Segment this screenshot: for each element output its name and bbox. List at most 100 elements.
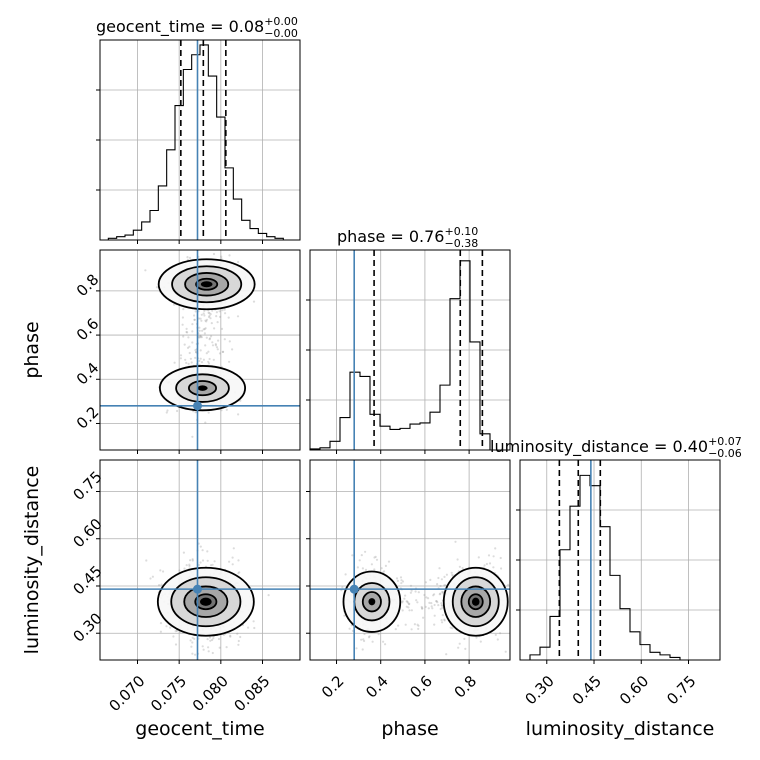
- sample-point: [194, 310, 197, 313]
- sample-point: [228, 340, 231, 343]
- sample-point: [458, 642, 461, 645]
- sample-point: [417, 627, 420, 631]
- sample-point: [205, 352, 208, 355]
- sample-point: [183, 567, 186, 570]
- sample-point: [443, 619, 446, 622]
- sample-point: [199, 545, 202, 548]
- sample-point: [433, 614, 436, 617]
- sample-point: [188, 564, 191, 568]
- sample-point: [492, 555, 495, 558]
- sample-point: [191, 558, 194, 561]
- sample-point: [194, 349, 197, 352]
- contour-line: [175, 373, 230, 403]
- sample-point: [380, 567, 383, 570]
- sample-point: [223, 338, 226, 341]
- xtick-label: 0.30: [521, 672, 557, 708]
- sample-point: [208, 636, 212, 639]
- sample-point: [211, 309, 214, 312]
- sample-point: [400, 582, 403, 585]
- sample-point: [414, 590, 417, 593]
- sample-point: [198, 326, 201, 329]
- sample-point: [204, 327, 207, 330]
- sample-point: [483, 564, 486, 567]
- sample-point: [175, 629, 178, 633]
- sample-point: [436, 583, 439, 586]
- sample-point: [431, 607, 434, 610]
- sample-point: [198, 334, 202, 337]
- sample-point: [193, 314, 196, 317]
- sample-point: [220, 257, 223, 260]
- sample-point: [203, 309, 206, 312]
- sample-point: [212, 637, 215, 640]
- sample-point: [371, 640, 374, 643]
- sample-point: [216, 348, 219, 351]
- sample-point: [496, 638, 499, 641]
- sample-point: [416, 623, 419, 626]
- sample-point: [404, 594, 407, 597]
- density-peak: [471, 597, 480, 606]
- panel-frame: [309, 459, 511, 661]
- sample-point: [435, 600, 438, 603]
- sample-point: [181, 323, 184, 326]
- sample-point: [361, 648, 364, 651]
- sample-point: [220, 409, 223, 412]
- sample-point: [205, 320, 208, 323]
- contour-line: [156, 566, 255, 637]
- sample-point: [425, 596, 428, 599]
- contour-line: [194, 593, 218, 611]
- sample-point: [191, 641, 194, 644]
- xtick-label: 0.070: [105, 672, 148, 715]
- histogram-luminosity_distance: [520, 474, 720, 661]
- sample-point: [201, 645, 204, 648]
- sample-point: [212, 358, 215, 361]
- sample-point: [181, 316, 184, 319]
- sample-point: [221, 350, 224, 353]
- contour-line: [184, 272, 230, 297]
- sample-point: [158, 584, 161, 587]
- sample-point: [162, 570, 165, 573]
- sample-point: [220, 255, 223, 258]
- sample-point: [361, 567, 364, 570]
- sample-point: [433, 623, 436, 626]
- sample-point: [231, 563, 234, 566]
- sample-point: [443, 584, 446, 587]
- xtick-label: 0.075: [147, 672, 190, 715]
- sample-point: [179, 354, 183, 357]
- xtick-label: 0.080: [189, 672, 232, 715]
- sample-point: [207, 360, 210, 363]
- contour-line: [195, 277, 219, 291]
- sample-point: [237, 639, 240, 643]
- sample-point: [159, 622, 163, 625]
- sample-point: [220, 327, 224, 330]
- sample-point: [433, 603, 436, 607]
- contour-line: [442, 566, 509, 637]
- ylabel-phase: phase: [21, 321, 43, 378]
- sample-point: [204, 319, 207, 322]
- sample-point: [373, 568, 376, 571]
- density-peak: [197, 385, 208, 391]
- sample-point: [194, 411, 197, 414]
- sample-point: [427, 597, 430, 600]
- sample-point: [193, 637, 196, 641]
- sample-point: [456, 558, 459, 561]
- sample-point: [507, 583, 510, 586]
- sample-point: [464, 647, 467, 651]
- sample-point: [194, 653, 197, 656]
- sample-point: [193, 318, 196, 321]
- sample-point: [247, 626, 250, 629]
- ytick-label: 0.6: [73, 315, 103, 345]
- sample-point: [225, 646, 228, 649]
- sample-point: [500, 567, 503, 570]
- sample-point: [200, 336, 203, 339]
- sample-point: [194, 356, 197, 359]
- sample-point: [207, 350, 210, 353]
- sample-point: [165, 411, 168, 414]
- sample-point: [159, 630, 162, 633]
- density-peak: [200, 597, 212, 606]
- sample-point: [212, 252, 216, 256]
- sample-point: [182, 308, 185, 311]
- sample-point: [351, 554, 354, 557]
- sample-point: [186, 346, 190, 349]
- title-lower-error: −0.06: [708, 447, 742, 460]
- sample-point: [430, 602, 433, 605]
